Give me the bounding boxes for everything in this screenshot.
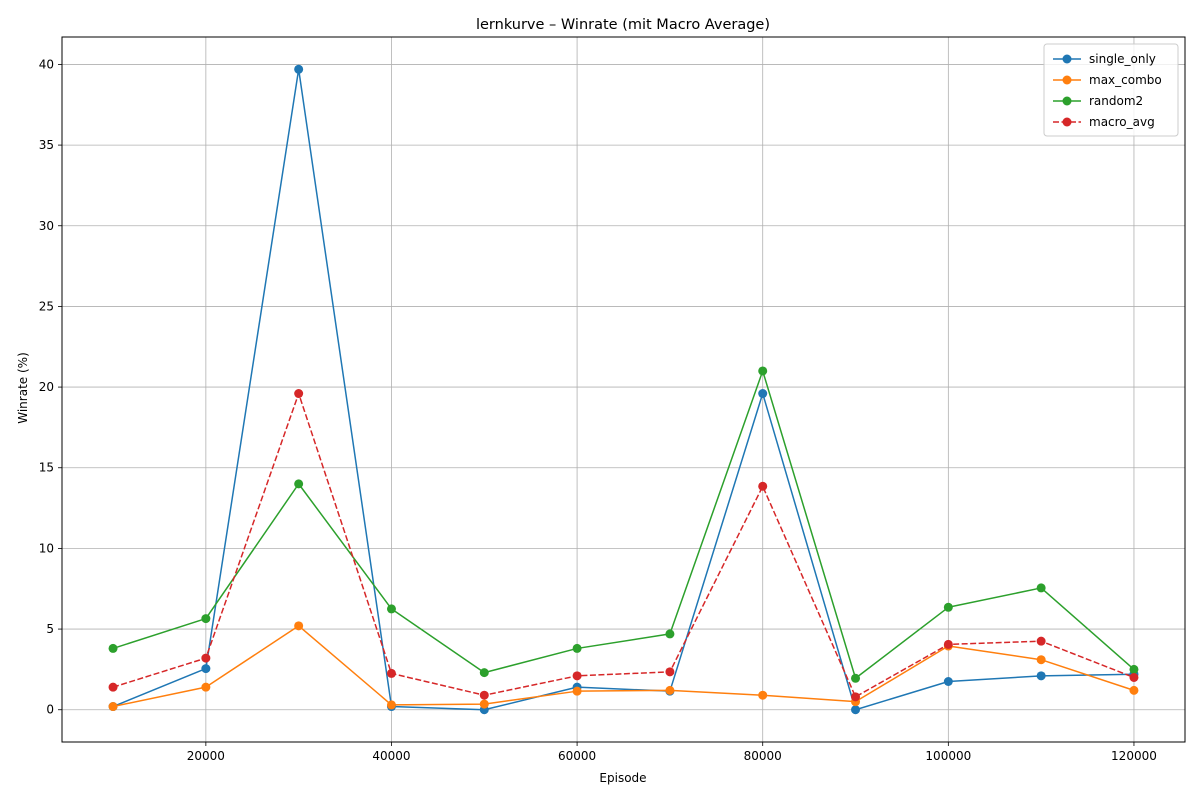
legend-item-macro_avg: macro_avg bbox=[1053, 115, 1155, 129]
y-tick-label: 15 bbox=[39, 461, 54, 475]
legend-item-random2: random2 bbox=[1053, 94, 1143, 108]
data-point bbox=[943, 602, 953, 612]
data-point bbox=[294, 389, 304, 399]
data-point bbox=[851, 673, 861, 683]
series-line bbox=[112, 68, 1134, 711]
data-point bbox=[1036, 671, 1046, 681]
data-point bbox=[201, 664, 211, 674]
data-point bbox=[1036, 583, 1046, 593]
x-tick-label: 100000 bbox=[925, 749, 971, 763]
y-tick-label: 0 bbox=[46, 703, 54, 717]
series-line bbox=[112, 392, 1135, 698]
x-tick-label: 120000 bbox=[1111, 749, 1157, 763]
chart-title: lernkurve – Winrate (mit Macro Average) bbox=[476, 17, 770, 33]
legend-marker bbox=[1062, 96, 1072, 106]
series-macro_avg bbox=[108, 389, 1139, 702]
data-point bbox=[479, 690, 489, 700]
data-point bbox=[758, 366, 768, 376]
data-point bbox=[572, 686, 582, 696]
legend: single_only max_combo random2 macro_avg bbox=[1043, 43, 1179, 137]
x-tick-label: 20000 bbox=[187, 749, 225, 763]
data-point bbox=[479, 668, 489, 678]
data-point bbox=[758, 389, 768, 399]
series-max_combo bbox=[108, 621, 1139, 712]
data-point bbox=[1129, 685, 1139, 695]
data-point bbox=[665, 667, 675, 677]
legend-box bbox=[1043, 43, 1179, 137]
data-point bbox=[386, 604, 396, 614]
data-point bbox=[665, 629, 675, 639]
y-tick-label: 5 bbox=[46, 622, 54, 636]
data-point bbox=[386, 700, 396, 710]
data-point bbox=[294, 64, 304, 74]
y-tick-label: 35 bbox=[39, 138, 54, 152]
data-point bbox=[201, 682, 211, 692]
data-point bbox=[572, 643, 582, 653]
series-line bbox=[112, 625, 1135, 708]
data-point bbox=[758, 690, 768, 700]
data-point bbox=[943, 677, 953, 687]
series-layer bbox=[108, 64, 1139, 715]
series-line bbox=[112, 370, 1135, 680]
y-axis-title: Winrate (%) bbox=[16, 352, 30, 424]
data-point bbox=[572, 671, 582, 681]
legend-item-max_combo: max_combo bbox=[1053, 73, 1162, 87]
data-point bbox=[1129, 672, 1139, 682]
data-point bbox=[851, 692, 861, 702]
data-point bbox=[294, 479, 304, 489]
data-point bbox=[201, 653, 211, 663]
x-axis: 20000 40000 60000 80000 100000 120000 bbox=[187, 742, 1157, 763]
legend-item-single_only: single_only bbox=[1053, 52, 1156, 66]
data-point bbox=[108, 682, 118, 692]
legend-marker bbox=[1062, 75, 1072, 85]
y-tick-label: 40 bbox=[39, 57, 54, 71]
data-point bbox=[1129, 664, 1139, 674]
data-point bbox=[108, 643, 118, 653]
y-tick-label: 30 bbox=[39, 219, 54, 233]
data-point bbox=[665, 685, 675, 695]
y-tick-label: 25 bbox=[39, 299, 54, 313]
data-point bbox=[851, 705, 861, 715]
y-tick-label: 10 bbox=[39, 541, 54, 555]
data-point bbox=[386, 668, 396, 678]
legend-marker bbox=[1062, 54, 1072, 64]
legend-label: max_combo bbox=[1089, 73, 1162, 87]
x-tick-label: 60000 bbox=[558, 749, 596, 763]
data-point bbox=[1036, 636, 1046, 646]
data-point bbox=[1036, 655, 1046, 665]
x-axis-title: Episode bbox=[599, 771, 646, 785]
data-point bbox=[294, 621, 304, 631]
data-point bbox=[758, 481, 768, 491]
series-random2 bbox=[108, 366, 1139, 683]
y-axis: 0 5 10 15 20 25 30 35 40 bbox=[39, 57, 62, 717]
data-point bbox=[108, 702, 118, 712]
x-tick-label: 80000 bbox=[744, 749, 782, 763]
data-point bbox=[479, 699, 489, 709]
data-point bbox=[201, 614, 211, 624]
x-tick-label: 40000 bbox=[372, 749, 410, 763]
y-tick-label: 20 bbox=[39, 380, 54, 394]
legend-label: random2 bbox=[1089, 94, 1143, 108]
legend-label: macro_avg bbox=[1089, 115, 1155, 129]
data-point bbox=[943, 639, 953, 649]
legend-marker bbox=[1062, 117, 1072, 127]
plot-frame bbox=[61, 36, 1186, 743]
legend-label: single_only bbox=[1089, 52, 1156, 66]
